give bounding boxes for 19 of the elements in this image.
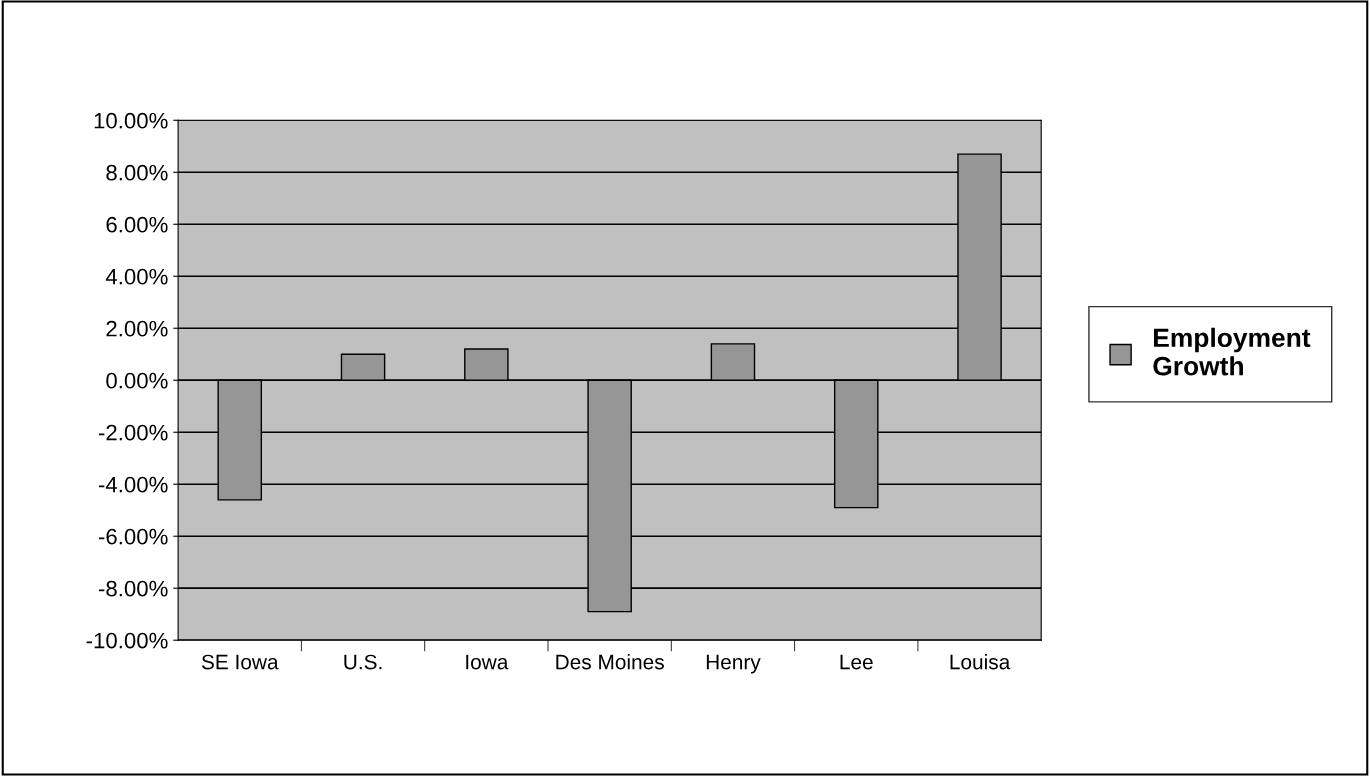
y-tick-label: 2.00% xyxy=(106,320,168,337)
y-tick-label: -10.00% xyxy=(86,632,168,649)
y-tick-label: 6.00% xyxy=(106,216,168,233)
y-tick-label: -2.00% xyxy=(98,424,168,441)
y-tick-label: 10.00% xyxy=(94,112,168,129)
x-tick-label: Iowa xyxy=(466,654,509,670)
y-tick-label: 8.00% xyxy=(106,164,168,181)
x-tick-label: U.S. xyxy=(344,654,382,670)
y-tick-label: -4.00% xyxy=(98,476,168,493)
y-tick-label: -8.00% xyxy=(98,580,168,597)
x-tick-label: Henry xyxy=(706,654,761,674)
x-tick-label: SE Iowa xyxy=(201,654,279,670)
y-tick-label: -6.00% xyxy=(98,528,168,545)
x-tick-label: Louisa xyxy=(950,654,1011,670)
x-tick-label: Des Moines xyxy=(556,654,664,670)
x-tick-label: Lee xyxy=(840,654,873,670)
y-tick-label: 0.00% xyxy=(106,372,168,389)
y-tick-label: 4.00% xyxy=(105,268,168,285)
legend-label: Employment Growth xyxy=(1153,327,1311,376)
